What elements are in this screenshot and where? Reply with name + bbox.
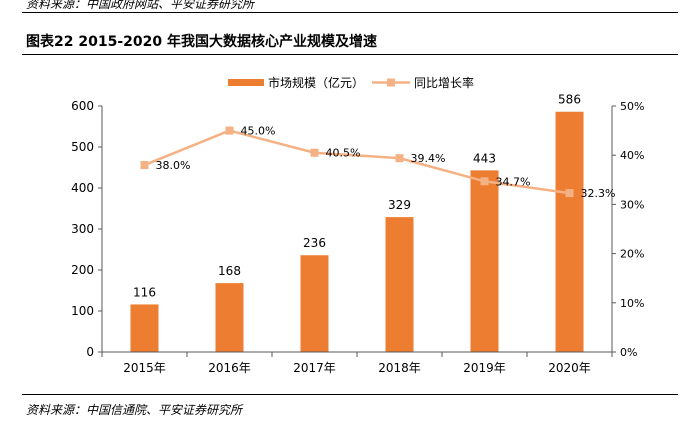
left-tick-label: 600 — [71, 99, 94, 113]
x-tick-label: 2017年 — [293, 361, 336, 375]
figure-title: 图表22 2015-2020 年我国大数据核心产业规模及增速 — [26, 34, 377, 50]
growth-marker — [565, 189, 574, 198]
right-tick-label: 20% — [620, 248, 644, 261]
previous-source-note: 资料来源：中国政府网站、平安证券研究所 — [26, 0, 255, 11]
growth-value-label: 45.0% — [241, 125, 276, 138]
bar-value-label: 443 — [473, 151, 496, 165]
x-tick-label: 2019年 — [463, 361, 506, 375]
left-tick-label: 100 — [71, 304, 94, 318]
legend-line-marker — [387, 78, 395, 87]
growth-marker — [395, 154, 404, 163]
growth-value-label: 32.3% — [581, 187, 616, 200]
growth-value-label: 34.7% — [496, 175, 531, 188]
bar-2019年 — [470, 170, 499, 352]
bottom-divider — [22, 394, 678, 395]
x-tick-label: 2020年 — [548, 361, 591, 375]
growth-value-label: 39.4% — [411, 152, 446, 165]
x-tick-label: 2018年 — [378, 361, 421, 375]
right-axis: 0% 10% 20% 30% 40% 50% — [611, 100, 644, 359]
bar-2018年 — [385, 217, 414, 352]
bar-2017年 — [300, 255, 329, 352]
right-tick-label: 50% — [620, 100, 644, 113]
x-tick-label: 2016年 — [208, 361, 251, 375]
growth-marker — [225, 126, 234, 135]
left-tick-label: 300 — [71, 222, 94, 236]
bar-2016年 — [215, 283, 244, 352]
bar-2015年 — [130, 304, 159, 352]
left-tick-label: 500 — [71, 140, 94, 154]
right-tick-label: 30% — [620, 198, 644, 211]
growth-marker — [310, 148, 319, 157]
bar-value-label: 236 — [303, 236, 326, 250]
x-tick-label: 2015年 — [123, 361, 166, 375]
growth-marker — [140, 161, 149, 170]
bar-value-label: 586 — [558, 93, 581, 107]
bar-series: 116 168 236 329 443 586 — [130, 93, 584, 353]
right-tick-label: 10% — [620, 297, 644, 310]
bar-value-label: 329 — [388, 198, 411, 212]
legend-bar-swatch — [228, 79, 264, 86]
x-axis: 2015年 2016年 2017年 2018年 2019年 2020年 — [101, 351, 613, 375]
left-tick-label: 0 — [86, 345, 94, 359]
growth-line-series: 38.0% 45.0% 40.5% 39.4% 34.7% 32.3% — [140, 125, 616, 200]
right-tick-label: 0% — [620, 346, 637, 359]
title-divider — [22, 54, 678, 55]
legend-line-label: 同比增长率 — [414, 75, 474, 90]
right-tick-label: 40% — [620, 149, 644, 162]
source-note: 资料来源：中国信通院、平安证券研究所 — [26, 403, 243, 417]
left-tick-label: 200 — [71, 263, 94, 277]
growth-value-label: 40.5% — [326, 147, 361, 160]
legend: 市场规模（亿元） 同比增长率 — [228, 75, 474, 90]
growth-value-label: 38.0% — [156, 159, 191, 172]
growth-line — [144, 129, 570, 195]
legend-bar-label: 市场规模（亿元） — [268, 75, 364, 90]
bar-value-label: 168 — [218, 264, 241, 278]
left-tick-label: 400 — [71, 181, 94, 195]
bar-value-label: 116 — [133, 285, 156, 299]
bar-2020年 — [555, 111, 584, 353]
top-divider — [22, 12, 678, 13]
left-axis: 0 100 200 300 400 500 600 — [71, 99, 103, 359]
growth-marker — [480, 177, 489, 186]
